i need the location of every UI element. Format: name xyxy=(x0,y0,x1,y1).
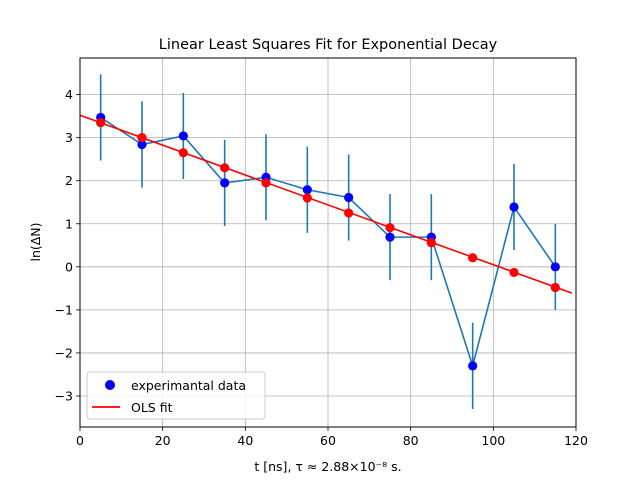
x-tick-label: 0 xyxy=(76,433,84,448)
grid-layer xyxy=(79,58,577,427)
x-axis-label: t [ns], τ ≈ 2.88×10⁻⁸ s. xyxy=(254,459,401,474)
fit-point xyxy=(220,163,230,173)
data-point xyxy=(385,232,395,242)
legend-marker-experimental xyxy=(105,380,115,390)
data-point xyxy=(178,131,188,141)
tick-layer: 0 20 40 60 80 100 120 −3 −2 −1 0 1 2 3 4 xyxy=(55,87,588,448)
data-point xyxy=(220,178,230,188)
chart-title: Linear Least Squares Fit for Exponential… xyxy=(159,37,498,53)
y-tick-label: 4 xyxy=(65,87,73,102)
fit-point xyxy=(261,178,271,188)
y-tick-label: −3 xyxy=(55,388,73,403)
fit-point xyxy=(509,267,519,278)
y-axis-label: ln(ΔN) xyxy=(28,222,43,261)
legend-label-ols: OLS fit xyxy=(131,400,173,415)
data-line xyxy=(100,116,556,369)
legend-label-experimental: experimantal data xyxy=(131,378,246,393)
x-tick-label: 40 xyxy=(237,433,253,448)
x-tick-label: 100 xyxy=(481,433,505,448)
fit-point xyxy=(178,148,188,158)
fit-point xyxy=(385,223,395,233)
legend: experimantal data OLS fit xyxy=(86,371,266,420)
x-tick-label: 20 xyxy=(155,433,171,448)
data-point xyxy=(468,361,478,371)
fit-point xyxy=(96,117,106,128)
data-point xyxy=(509,202,519,212)
fit-point xyxy=(550,282,560,293)
x-tick-label: 120 xyxy=(564,433,588,448)
legend-box xyxy=(86,371,266,420)
series-layer xyxy=(79,74,573,409)
y-tick-label: −1 xyxy=(55,302,73,317)
data-point xyxy=(344,192,354,203)
y-tick-label: 1 xyxy=(65,216,73,231)
fit-point xyxy=(344,208,354,218)
x-tick-label: 60 xyxy=(320,433,336,448)
ols-fit-line xyxy=(79,114,573,294)
y-tick-label: 2 xyxy=(65,173,73,188)
fit-point xyxy=(468,253,478,263)
data-point xyxy=(302,185,312,195)
y-tick-label: −2 xyxy=(55,345,73,360)
fit-point xyxy=(302,193,312,203)
y-tick-label: 3 xyxy=(65,130,73,145)
data-point xyxy=(137,139,147,150)
fit-point xyxy=(426,238,436,248)
y-tick-label: 0 xyxy=(65,259,73,274)
fit-point xyxy=(137,133,147,143)
x-tick-label: 80 xyxy=(403,433,419,448)
data-point xyxy=(550,262,560,272)
